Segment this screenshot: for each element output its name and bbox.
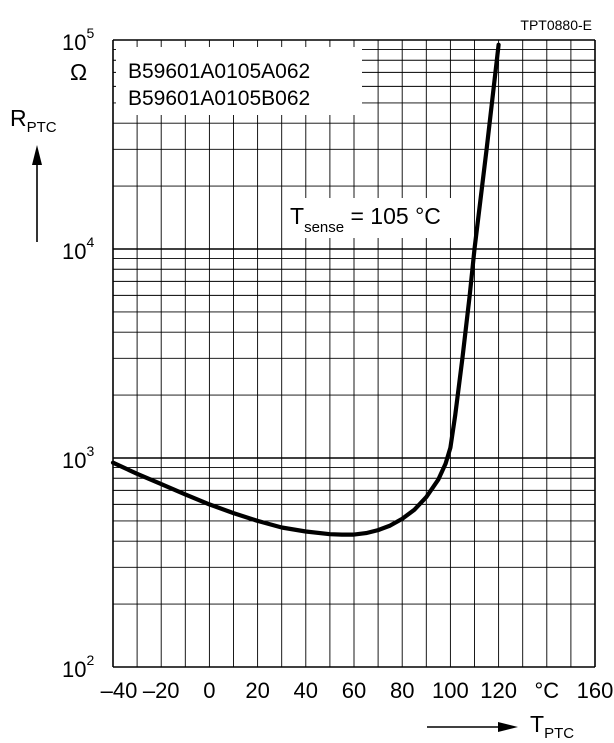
y-tick-label: 103 bbox=[62, 443, 94, 473]
x-tick-label: 60 bbox=[342, 678, 366, 703]
figure-code: TPT0880-E bbox=[520, 17, 592, 33]
part-number-b: B59601A0105B062 bbox=[128, 87, 310, 110]
y-tick-base: 10 bbox=[62, 448, 86, 473]
y-axis-arrow-head bbox=[32, 145, 42, 165]
y-tick-base: 10 bbox=[62, 239, 86, 264]
x-tick-label: 0 bbox=[203, 678, 215, 703]
y-axis-title-main: R bbox=[10, 105, 27, 131]
curve-layer bbox=[110, 42, 501, 537]
y-tick-base: 10 bbox=[62, 657, 86, 682]
x-tick-labels: –40 –20 0 20 40 60 80 100 120 °C 160 bbox=[101, 678, 614, 703]
part-number-a: B59601A0105A062 bbox=[128, 60, 310, 83]
x-tick-label: –40 bbox=[101, 678, 138, 703]
x-tick-label: 80 bbox=[390, 678, 414, 703]
y-tick-exponent: 5 bbox=[86, 25, 94, 41]
x-tick-label: 40 bbox=[294, 678, 318, 703]
x-axis-title: TPTC bbox=[530, 711, 574, 742]
x-tick-label: 160 bbox=[577, 678, 614, 703]
y-tick-exponent: 3 bbox=[86, 443, 94, 459]
y-tick-label: 102 bbox=[62, 652, 94, 682]
x-axis-title-subscript: PTC bbox=[544, 725, 574, 742]
part-number-box bbox=[116, 47, 362, 115]
y-unit-label: Ω bbox=[70, 59, 87, 85]
annotation-box bbox=[284, 198, 454, 238]
t-sense-main: T bbox=[290, 203, 304, 229]
y-axis-title: RPTC bbox=[10, 105, 57, 136]
x-axis-arrow-head bbox=[498, 722, 518, 732]
x-axis-title-main: T bbox=[530, 711, 544, 737]
x-tick-label: °C bbox=[534, 678, 559, 703]
y-tick-base: 10 bbox=[62, 30, 86, 55]
y-axis-title-subscript: PTC bbox=[27, 119, 57, 136]
resistance-curve bbox=[110, 42, 501, 537]
y-tick-exponent: 4 bbox=[86, 234, 94, 250]
t-sense-subscript: sense bbox=[304, 219, 344, 236]
x-tick-label: –20 bbox=[143, 678, 180, 703]
t-sense-annotation: Tsense = 105 °C bbox=[290, 203, 441, 236]
x-tick-label: 120 bbox=[480, 678, 517, 703]
y-tick-label: 104 bbox=[62, 234, 94, 264]
x-tick-label: 20 bbox=[245, 678, 269, 703]
y-tick-exponent: 2 bbox=[86, 652, 94, 668]
grid bbox=[112, 39, 596, 668]
y-tick-label: 105 bbox=[62, 25, 94, 55]
x-tick-label: 100 bbox=[432, 678, 469, 703]
t-sense-value: = 105 °C bbox=[344, 203, 441, 229]
